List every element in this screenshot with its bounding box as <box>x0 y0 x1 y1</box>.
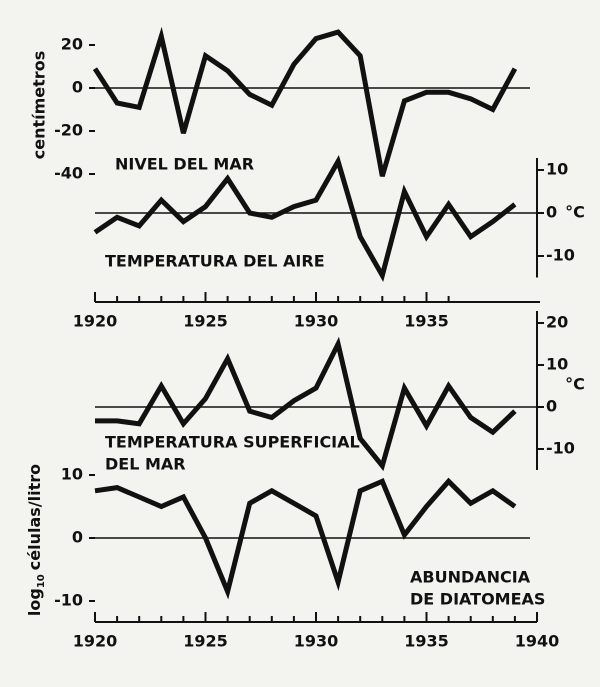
y-axis-label: centímetros <box>30 51 49 159</box>
y-tick-label: 0 <box>72 528 83 547</box>
x-tick-label: 1935 <box>404 312 449 331</box>
x-tick-label: 1925 <box>183 632 228 651</box>
x-tick-label: 1920 <box>73 312 118 331</box>
y-tick-label: -20 <box>54 121 83 140</box>
annotation: TEMPERATURA SUPERFICIAL <box>105 433 360 452</box>
annotation: DEL MAR <box>105 455 186 474</box>
x-tick-label: 1925 <box>183 312 228 331</box>
x-tick-label: 1940 <box>515 632 560 651</box>
x-tick-label: 1935 <box>404 632 449 651</box>
data-line <box>94 477 517 600</box>
y-tick-label: 20 <box>61 35 83 54</box>
y-tick-label: -40 <box>54 164 83 183</box>
y-tick-label: 20 <box>546 313 568 332</box>
y-axis-label: °C <box>565 203 585 222</box>
y-tick-label: -10 <box>546 246 575 265</box>
y-tick-label: -10 <box>54 591 83 610</box>
annotation: ABUNDANCIA <box>410 568 531 587</box>
annotation: TEMPERATURA DEL AIRE <box>105 252 325 271</box>
y-axis-label-part: 10 <box>36 574 47 588</box>
annotation: NIVEL DEL MAR <box>115 155 254 174</box>
x-tick-label: 1930 <box>294 312 339 331</box>
y-tick-label: 0 <box>546 203 557 222</box>
y-tick-label: -10 <box>546 439 575 458</box>
y-axis-label-part: log <box>25 588 44 616</box>
data-line <box>95 336 517 472</box>
y-tick-label: 10 <box>546 355 568 374</box>
y-tick-label: 0 <box>546 397 557 416</box>
y-axis-label-part: células/litro <box>25 464 44 570</box>
annotation: DE DIATOMEAS <box>410 590 545 609</box>
y-tick-label: 10 <box>546 160 568 179</box>
x-tick-label: 1920 <box>73 632 118 651</box>
data-line <box>93 155 517 282</box>
data-line <box>92 26 518 177</box>
y-tick-label: 10 <box>61 465 83 484</box>
y-tick-label: 0 <box>72 78 83 97</box>
x-tick-label: 1930 <box>294 632 339 651</box>
y-axis-label: log10 células/litro <box>25 464 48 616</box>
y-axis-label: °C <box>565 375 585 394</box>
